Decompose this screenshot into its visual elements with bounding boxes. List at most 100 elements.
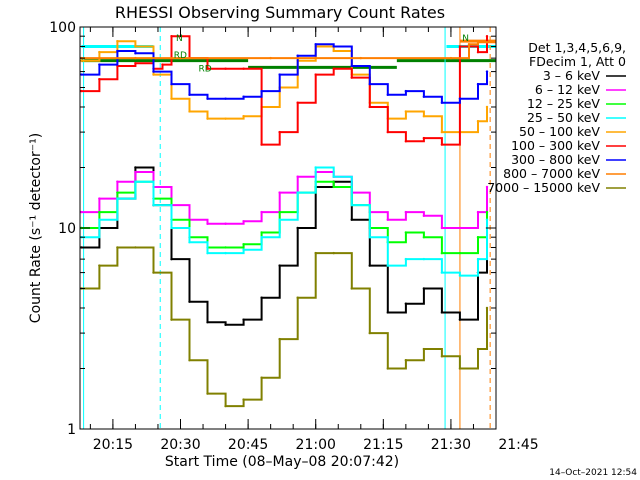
data-point: [134, 180, 137, 183]
data-point: [278, 73, 281, 76]
annotation-label: N: [462, 34, 469, 44]
data-point: [80, 210, 83, 214]
data-point: [386, 218, 390, 221]
data-point: [404, 358, 408, 362]
data-point: [152, 70, 155, 73]
data-point: [440, 271, 444, 274]
data-point: [368, 82, 372, 86]
data-point: [116, 197, 119, 200]
data-point: [170, 318, 173, 321]
data-point: [152, 271, 155, 274]
data-point: [116, 180, 119, 183]
data-point: [296, 191, 299, 194]
data-point: [314, 73, 317, 76]
legend-label: 12 – 25 keV: [527, 96, 600, 111]
data-point: [476, 50, 480, 54]
data-point: [278, 218, 281, 221]
series-layer: [80, 34, 496, 408]
legend: Det 1,3,4,5,6,9,FDecim 1, Att 03 – 6 keV…: [487, 40, 626, 195]
data-point: [458, 97, 462, 100]
data-point: [116, 49, 119, 53]
annotation-label: RD: [174, 51, 187, 61]
data-point: [485, 34, 489, 38]
data-point: [458, 318, 462, 321]
data-point: [242, 95, 245, 98]
chart-title: RHESSI Observing Summary Count Rates: [115, 3, 445, 22]
y-axis: 1 10 100: [49, 20, 496, 438]
data-point: [260, 296, 263, 299]
data-point: [296, 54, 299, 57]
x-tick-label: 21:45: [498, 437, 538, 453]
data-point: [206, 320, 209, 324]
x-axis-label: Start Time (08–May–08 20:07:42): [165, 454, 399, 470]
series-line: [81, 246, 488, 408]
data-point: [260, 235, 263, 239]
data-point: [350, 64, 353, 68]
data-point: [485, 210, 489, 214]
data-point: [350, 218, 353, 221]
data-point: [440, 355, 444, 358]
series-line: [81, 41, 496, 60]
legend-label: 300 – 800 keV: [511, 152, 600, 167]
data-point: [152, 73, 155, 76]
y-tick-label: 100: [49, 20, 76, 36]
data-point: [242, 67, 245, 70]
data-point: [224, 97, 227, 100]
data-point: [224, 67, 227, 70]
data-point: [368, 331, 372, 335]
data-point: [134, 52, 137, 55]
data-point: [206, 392, 209, 395]
data-point: [476, 119, 480, 123]
data-point: [440, 130, 444, 134]
data-point: [278, 337, 281, 341]
data-point: [134, 170, 137, 174]
data-point: [386, 367, 390, 370]
data-point: [440, 311, 444, 314]
data-point: [458, 274, 462, 277]
series-line: [81, 43, 488, 104]
data-point: [278, 264, 281, 267]
data-point: [224, 323, 227, 326]
data-point: [422, 235, 426, 239]
data-point: [476, 235, 480, 239]
x-axis: 20:15 20:30 20:45 21:00 21:15 21:30 21:45: [89, 27, 539, 453]
data-point: [422, 257, 426, 261]
data-point: [458, 45, 462, 48]
annotation-label: N: [176, 34, 183, 44]
x-tick-label: 20:30: [160, 437, 200, 453]
data-point: [206, 97, 209, 100]
data-point: [260, 231, 263, 234]
data-point: [260, 89, 263, 93]
data-point: [485, 218, 489, 221]
data-point: [422, 214, 426, 217]
data-point: [260, 376, 263, 379]
data-point: [332, 251, 335, 255]
data-point: [242, 243, 245, 246]
data-point: [386, 264, 390, 267]
data-point: [422, 114, 426, 118]
data-point: [80, 59, 83, 62]
y-tick-label: 10: [58, 221, 76, 237]
data-point: [206, 117, 209, 120]
data-point: [242, 220, 245, 223]
data-point: [350, 203, 353, 207]
data-point: [278, 130, 281, 134]
data-point: [242, 248, 245, 251]
data-point: [458, 367, 462, 370]
data-point: [404, 110, 408, 113]
data-point: [332, 49, 335, 53]
data-point: [368, 264, 372, 267]
data-point: [458, 226, 462, 230]
data-point: [476, 257, 480, 261]
data-point: [404, 89, 408, 93]
legend-label: 7000 – 15000 keV: [487, 180, 600, 195]
data-point: [332, 185, 335, 189]
data-point: [134, 45, 137, 48]
data-point: [404, 231, 408, 234]
data-point: [440, 143, 444, 146]
data-point: [98, 63, 101, 66]
x-tick-label: 20:15: [93, 437, 133, 453]
footer-timestamp: 14–Oct–2021 12:54: [549, 468, 637, 478]
data-point: [422, 136, 426, 140]
data-point: [116, 39, 119, 43]
